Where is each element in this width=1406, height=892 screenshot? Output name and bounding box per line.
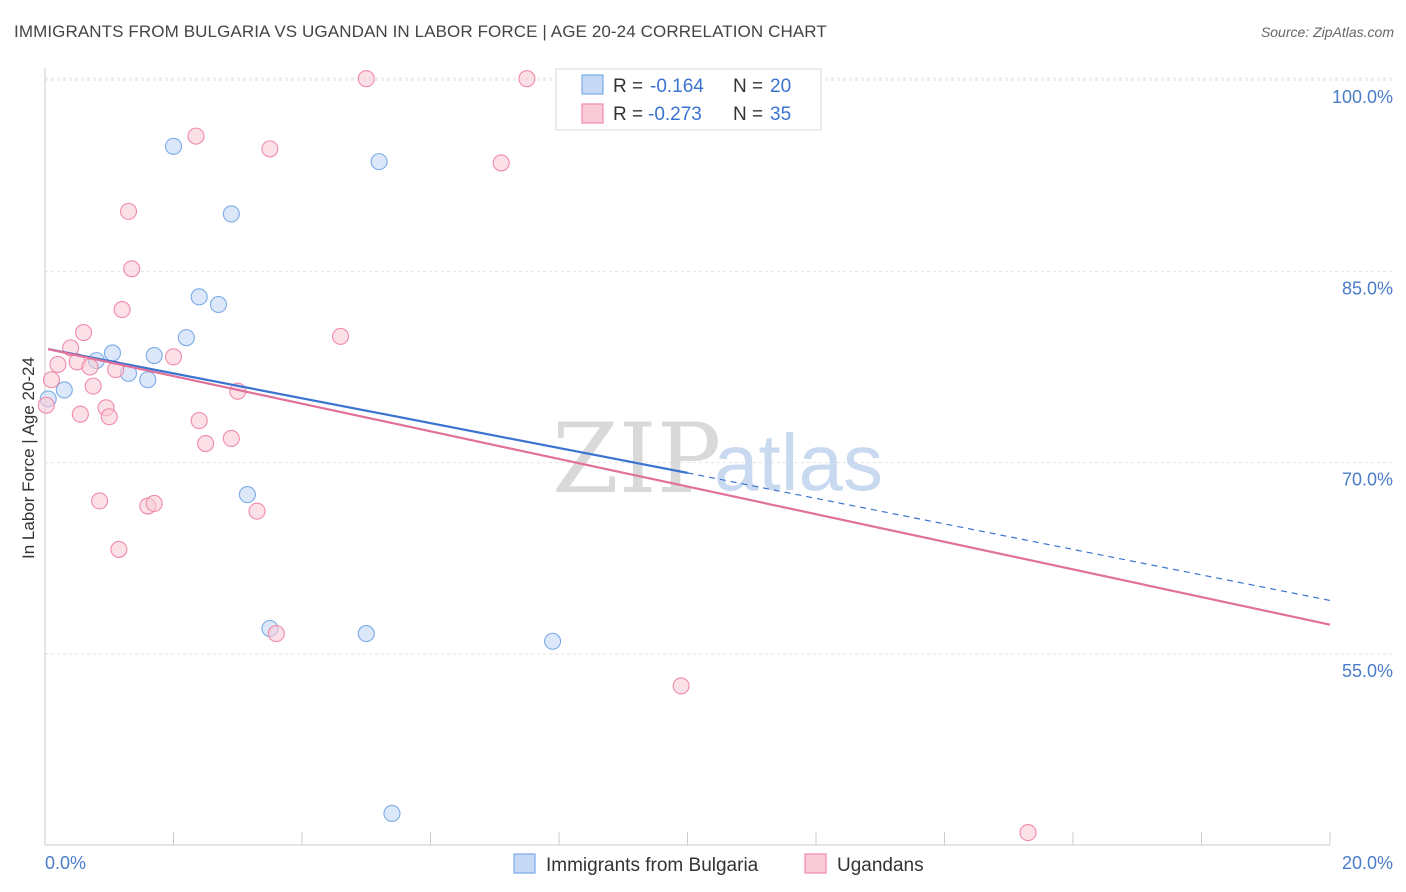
point-ugandans	[113, 301, 131, 319]
stats-box: R = -0.164 N = 20 R = -0.273 N = 35	[555, 68, 822, 131]
trend-lines	[47, 348, 1331, 626]
point-ugandans	[145, 494, 163, 513]
stats-r-label-bulgaria: R =	[613, 76, 643, 97]
point-ugandans	[267, 625, 285, 643]
stats-n-label-ugandans: N =	[733, 104, 763, 125]
point-ugandans	[492, 154, 510, 172]
y-tick-label: 70.0%	[1342, 470, 1393, 490]
point-ugandans	[672, 677, 690, 695]
point-ugandans	[261, 140, 279, 158]
point-ugandans	[110, 540, 128, 558]
point-ugandans	[119, 202, 138, 220]
point-bulgaria	[357, 625, 375, 643]
legend-label-bulgaria: Immigrants from Bulgaria	[546, 855, 759, 876]
trend-line-bulgaria	[48, 348, 688, 474]
point-ugandans	[100, 408, 118, 426]
point-bulgaria	[238, 486, 256, 504]
x-tick-label: 20.0%	[1342, 853, 1393, 873]
point-bulgaria	[209, 295, 228, 314]
watermark: ZIP atlas	[552, 403, 883, 515]
legend-swatch-bulgaria	[513, 853, 536, 874]
point-ugandans	[91, 492, 109, 510]
point-bulgaria	[103, 344, 122, 362]
legend-swatch-ugandans	[804, 853, 827, 874]
legend-label-ugandans: Ugandans	[837, 855, 924, 876]
y-tick-label: 85.0%	[1342, 278, 1393, 298]
watermark-atlas: atlas	[714, 418, 883, 507]
point-bulgaria	[544, 632, 562, 650]
axes: 55.0% 70.0% 85.0% 100.0% 0.0% 20.0%	[44, 68, 1393, 873]
stats-r-value-bulgaria: -0.164	[650, 76, 704, 97]
point-ugandans	[187, 127, 205, 145]
point-bulgaria	[55, 381, 73, 399]
point-bulgaria	[190, 288, 208, 306]
point-ugandans	[49, 355, 67, 373]
y-tick-label: 55.0%	[1342, 661, 1393, 681]
stats-r-label-ugandans: R =	[613, 104, 643, 125]
point-ugandans	[71, 405, 89, 423]
trend-line-ugandans	[47, 348, 1331, 626]
y-tick-label: 100.0%	[1332, 87, 1393, 107]
stats-n-value-ugandans: 35	[770, 104, 791, 125]
stats-swatch-ugandans	[581, 103, 604, 124]
point-ugandans	[190, 412, 208, 430]
point-bulgaria	[222, 205, 240, 223]
data-points	[37, 70, 1037, 842]
point-ugandans	[123, 260, 141, 278]
point-bulgaria	[145, 346, 163, 365]
source-credit: Source: ZipAtlas.com	[1260, 24, 1394, 40]
stats-n-value-bulgaria: 20	[770, 76, 791, 97]
y-axis-label: In Labor Force | Age 20-24	[19, 357, 38, 559]
point-bulgaria	[370, 153, 388, 171]
point-ugandans	[42, 371, 60, 389]
point-ugandans	[518, 70, 536, 88]
point-ugandans	[248, 502, 266, 520]
point-ugandans	[84, 377, 102, 395]
grid-lines	[45, 77, 1395, 655]
point-ugandans	[75, 324, 93, 342]
stats-swatch-bulgaria	[581, 74, 604, 95]
point-ugandans	[81, 358, 99, 376]
point-ugandans	[331, 327, 350, 345]
point-ugandans	[357, 70, 375, 88]
stats-r-value-ugandans: -0.273	[648, 104, 702, 125]
watermark-zip: ZIP	[552, 403, 721, 515]
chart-title: IMMIGRANTS FROM BULGARIA VS UGANDAN IN L…	[14, 22, 827, 41]
point-ugandans	[1019, 824, 1037, 842]
point-bulgaria	[139, 371, 157, 389]
legend: Immigrants from Bulgaria Ugandans	[513, 853, 924, 876]
point-bulgaria	[164, 137, 183, 155]
point-ugandans	[222, 429, 240, 447]
stats-n-label-bulgaria: N =	[733, 76, 763, 97]
x-tick-label: 0.0%	[45, 853, 86, 873]
point-ugandans	[164, 348, 183, 366]
point-ugandans	[37, 396, 55, 414]
point-ugandans	[197, 434, 215, 453]
trend-line-bulgaria-extension	[687, 472, 1331, 602]
point-bulgaria	[383, 804, 401, 822]
point-bulgaria	[177, 329, 195, 347]
